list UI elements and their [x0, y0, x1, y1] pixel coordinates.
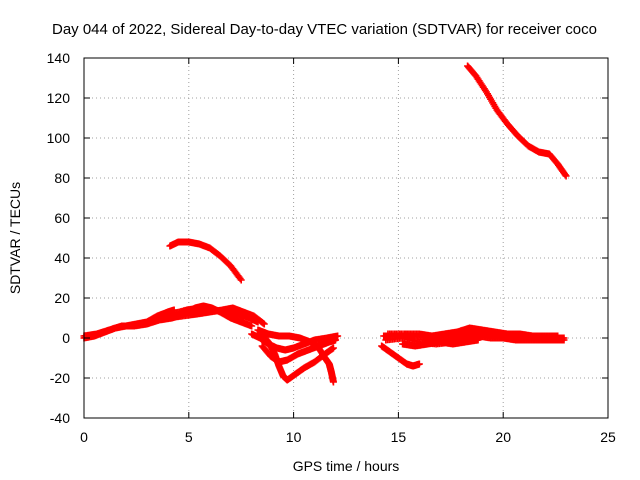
data-point: [329, 378, 337, 386]
series-arc-13: [384, 324, 562, 340]
y-tick-label: 0: [62, 330, 70, 346]
data-point: [561, 171, 569, 179]
series-arc-8: [258, 336, 340, 366]
data-point: [562, 172, 570, 180]
y-tick-label: 60: [54, 210, 70, 226]
y-tick-label: 100: [47, 130, 71, 146]
series-arc-4: [164, 304, 268, 328]
data-point: [260, 320, 268, 328]
y-tick-label: -40: [50, 410, 70, 426]
x-tick-label: 20: [495, 429, 511, 445]
x-tick-label: 0: [80, 429, 88, 445]
y-tick-label: 140: [47, 50, 71, 66]
x-tick-label: 5: [185, 429, 193, 445]
data-point: [237, 276, 245, 284]
series-arc-15: [464, 62, 570, 180]
plot-frame: [83, 57, 609, 419]
data-point: [474, 336, 482, 344]
data-point: [329, 344, 337, 352]
series-arc-5: [166, 238, 245, 284]
y-tick-label: 40: [54, 250, 70, 266]
data-point: [248, 322, 256, 330]
data-point: [560, 336, 568, 344]
y-axis-label: SDTVAR / TECUs: [7, 182, 23, 294]
grid-lines: [84, 58, 608, 418]
y-tick-label: 120: [47, 90, 71, 106]
series-arc-10: [378, 342, 423, 370]
axis-ticks: -40 -20 0 20 40 60 80 100 120 140 0 5 10 15 20 25: [47, 50, 616, 445]
data-point: [334, 332, 342, 340]
series-arc-9: [248, 330, 342, 354]
x-tick-label: 25: [600, 429, 616, 445]
chart-title: Day 044 of 2022, Sidereal Day-to-day VTE…: [52, 21, 597, 38]
x-tick-label: 15: [391, 429, 407, 445]
data-point: [554, 332, 562, 340]
y-tick-label: -20: [50, 370, 70, 386]
x-axis-label: GPS time / hours: [293, 458, 400, 474]
data-point: [415, 360, 423, 368]
series-arc-14: [399, 336, 482, 350]
data-point: [236, 275, 244, 283]
x-tick-label: 10: [286, 429, 302, 445]
y-tick-label: 80: [54, 170, 70, 186]
y-tick-label: 20: [54, 290, 70, 306]
data-points: [80, 62, 570, 386]
